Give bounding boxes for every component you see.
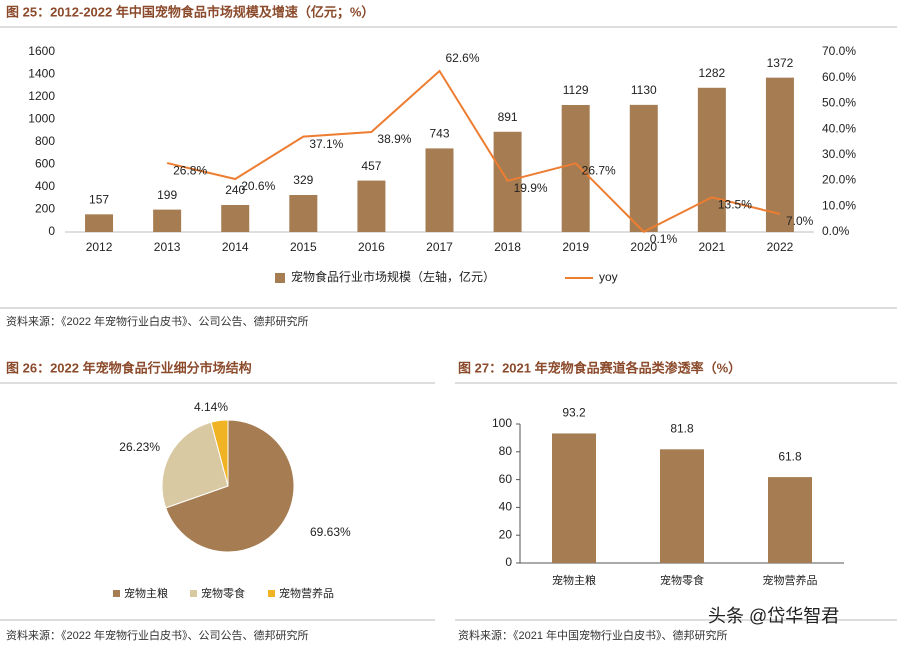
y2-tick-label: 30.0% (822, 147, 856, 161)
x-tick-label: 2012 (86, 240, 113, 254)
data-label: 7.0% (786, 214, 814, 228)
bar (768, 477, 812, 563)
chart-title: 图 26：2022 年宠物食品行业细分市场结构 (6, 360, 252, 375)
data-label: 38.9% (377, 132, 411, 146)
y2-tick-label: 20.0% (822, 173, 856, 187)
chart-title: 图 25：2012-2022 年中国宠物食品市场规模及增速（亿元；%） (6, 4, 374, 20)
data-label: 93.2 (562, 406, 586, 420)
data-label: 1282 (699, 66, 726, 80)
y-tick-label: 60 (499, 472, 513, 486)
y-tick-label: 400 (35, 179, 55, 193)
bar (697, 87, 726, 233)
bar (552, 433, 596, 563)
bar (289, 194, 318, 232)
bar (85, 214, 114, 232)
x-tick-label: 2013 (154, 240, 181, 254)
bar (153, 209, 182, 232)
x-tick-label: 宠物零食 (660, 573, 704, 587)
y-tick-label: 800 (35, 134, 55, 148)
pie-slice (165, 419, 295, 553)
legend-swatch (275, 273, 285, 283)
y-tick-label: 0 (505, 555, 512, 569)
y2-tick-label: 0.0% (822, 224, 850, 238)
data-label: 69.63% (310, 525, 351, 539)
legend-label: 宠物营养品 (279, 586, 334, 600)
data-label: 240 (225, 183, 245, 197)
x-tick-label: 2018 (494, 240, 521, 254)
data-label: 157 (89, 193, 109, 207)
bar (493, 131, 522, 232)
data-label: 20.6% (241, 179, 275, 193)
data-label: 61.8 (778, 449, 802, 463)
data-label: 891 (498, 110, 518, 124)
data-label: 26.23% (119, 440, 160, 454)
x-tick-label: 宠物营养品 (763, 573, 818, 587)
x-tick-label: 2020 (630, 240, 657, 254)
source: 资料来源：《2022 年宠物行业白皮书》、公司公告、德邦研究所 (6, 628, 309, 642)
x-tick-label: 宠物主粮 (552, 573, 596, 587)
y-tick-label: 100 (492, 416, 512, 430)
y-tick-label: 20 (499, 527, 513, 541)
data-label: 26.7% (582, 164, 616, 178)
y-tick-label: 600 (35, 157, 55, 171)
bar (221, 205, 250, 232)
legend-label: 宠物主粮 (124, 586, 168, 600)
data-label: 62.6% (446, 51, 480, 65)
data-label: 1129 (563, 83, 589, 97)
data-label: 13.5% (718, 197, 752, 211)
bar (357, 180, 386, 232)
y-tick-label: 1600 (28, 44, 55, 58)
x-tick-label: 2017 (426, 240, 453, 254)
bar (561, 104, 590, 232)
x-tick-label: 2016 (358, 240, 385, 254)
bar (629, 104, 658, 232)
bar (425, 148, 454, 232)
x-tick-label: 2014 (222, 240, 249, 254)
y2-tick-label: 40.0% (822, 121, 856, 135)
data-label: 26.8% (173, 163, 207, 177)
legend-label: yoy (599, 270, 618, 284)
data-label: 1130 (631, 83, 657, 97)
y-tick-label: 200 (35, 202, 55, 216)
data-label: 1372 (767, 56, 794, 70)
data-label: 37.1% (309, 137, 343, 151)
data-label: 4.14% (194, 400, 228, 414)
y-tick-label: 40 (499, 500, 513, 514)
y-tick-label: 1000 (28, 112, 55, 126)
bar (765, 77, 794, 233)
line (166, 69, 781, 233)
watermark: 头条 @岱华智君 (708, 606, 839, 626)
legend-swatch (268, 590, 275, 597)
source: 资料来源：《2021 年中国宠物行业白皮书》、德邦研究所 (458, 628, 728, 642)
pie-slice (210, 419, 229, 487)
x-tick-label: 2019 (562, 240, 589, 254)
y-tick-label: 1400 (28, 67, 55, 81)
y2-tick-label: 60.0% (822, 70, 856, 84)
y2-tick-label: 50.0% (822, 96, 856, 110)
data-label: 743 (429, 127, 449, 141)
y2-tick-label: 10.0% (822, 198, 856, 212)
x-tick-label: 2022 (767, 240, 794, 254)
pie-slice (161, 421, 229, 509)
data-label: 199 (157, 188, 177, 202)
x-tick-label: 2021 (699, 240, 726, 254)
source: 资料来源：《2022 年宠物行业白皮书》、公司公告、德邦研究所 (6, 314, 309, 328)
bar (660, 449, 704, 563)
y-tick-label: 80 (499, 444, 513, 458)
data-label: 329 (293, 173, 313, 187)
y-tick-label: 0 (48, 224, 55, 238)
legend-swatch (113, 590, 120, 597)
data-label: 0.1% (650, 232, 678, 246)
y-tick-label: 1200 (28, 89, 55, 103)
data-label: 457 (361, 159, 381, 173)
legend-label: 宠物零食 (201, 586, 245, 600)
y2-tick-label: 70.0% (822, 44, 856, 58)
legend-label: 宠物食品行业市场规模（左轴，亿元） (291, 269, 495, 284)
data-label: 81.8 (670, 421, 694, 435)
legend-swatch (190, 590, 197, 597)
x-tick-label: 2015 (290, 240, 317, 254)
chart-title: 图 27：2021 年宠物食品赛道各品类渗透率（%） (458, 360, 741, 375)
data-label: 19.9% (514, 181, 548, 195)
